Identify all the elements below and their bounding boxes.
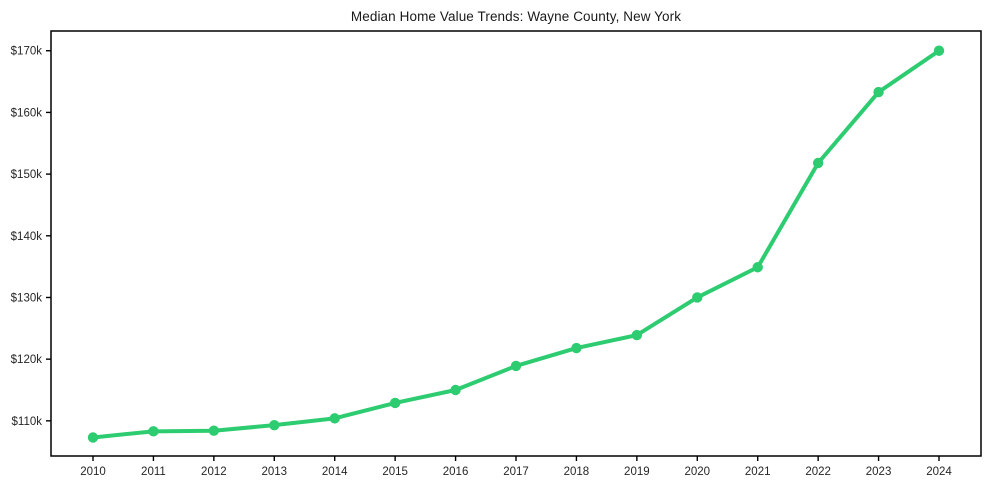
- x-tick-label: 2021: [745, 466, 771, 478]
- data-point-2012: [208, 425, 220, 436]
- data-point-2015: [389, 397, 401, 409]
- data-point-2014: [329, 413, 340, 424]
- x-tick-label: 2022: [805, 466, 831, 478]
- y-tick-label: $110k: [12, 416, 43, 428]
- x-tick-label: 2012: [201, 466, 227, 478]
- data-point-2017: [510, 360, 522, 372]
- x-tick-label: 2013: [261, 466, 287, 478]
- y-tick-label: $120k: [11, 354, 43, 366]
- plot-border: [50, 30, 982, 457]
- y-tick-label: $130k: [11, 292, 43, 304]
- y-tick-label: $160k: [11, 107, 43, 119]
- x-tick-label: 2017: [503, 466, 529, 478]
- x-tick-label: 2018: [564, 466, 590, 478]
- x-tick-label: 2023: [866, 466, 892, 478]
- data-point-2010: [87, 432, 99, 443]
- data-point-2023: [873, 86, 884, 98]
- x-tick-label: 2015: [382, 466, 408, 478]
- x-tick-label: 2020: [684, 466, 710, 478]
- data-point-2024: [933, 45, 945, 56]
- data-point-2022: [812, 157, 824, 169]
- trend-line: [91, 48, 941, 440]
- y-tick-label: $150k: [11, 169, 43, 181]
- x-tick-label: 2016: [443, 466, 469, 478]
- x-tick-label: 2010: [80, 466, 106, 478]
- chart-title: Median Home Value Trends: Wayne County, …: [350, 9, 682, 24]
- data-point-2019: [631, 329, 643, 341]
- data-point-2021: [752, 262, 763, 273]
- x-tick-label: 2011: [141, 466, 166, 478]
- data-point-2013: [269, 419, 280, 431]
- data-point-2018: [571, 342, 582, 354]
- x-tick-label: 2014: [322, 466, 348, 478]
- data-point-2011: [148, 426, 159, 437]
- x-tick-label: 2024: [926, 466, 952, 478]
- y-tick-label: $170k: [11, 46, 43, 58]
- data-point-2016: [450, 384, 461, 396]
- data-point-2020: [692, 292, 703, 303]
- y-tick-label: $140k: [11, 231, 43, 243]
- x-tick-label: 2019: [624, 466, 650, 478]
